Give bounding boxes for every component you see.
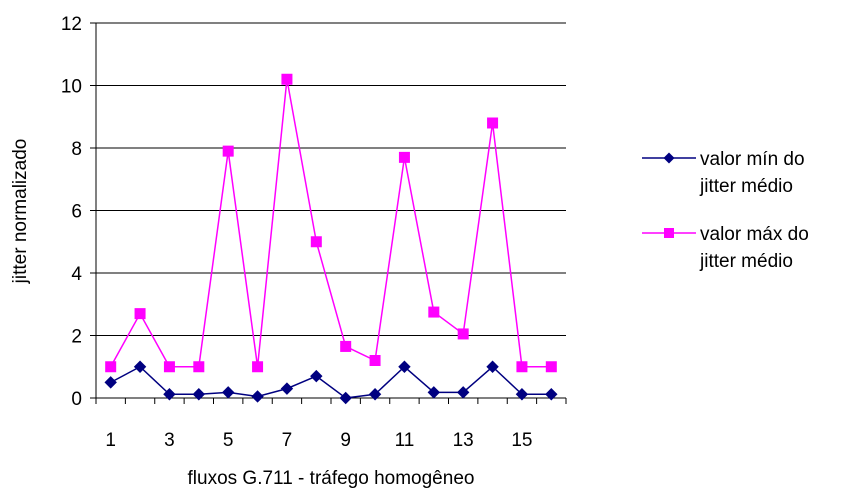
series-2-point [281, 73, 293, 85]
series-1-point [398, 360, 411, 373]
x-tick-label-1: 1 [105, 430, 116, 451]
x-axis-title: fluxos G.711 - tráfego homogêneo [188, 468, 475, 489]
x-tick-label-11: 11 [395, 430, 415, 451]
series-2-point [134, 308, 146, 320]
y-tick-label-4: 4 [71, 264, 82, 285]
x-tick-label-9: 9 [340, 430, 351, 451]
legend-label-line1: valor máx do [700, 224, 809, 245]
legend-item-1: valor mín do jitter médio [642, 149, 805, 197]
series-2-point [163, 361, 175, 373]
x-tick-label-15: 15 [511, 430, 532, 451]
series-2-point [369, 355, 381, 366]
series-2-point [545, 361, 557, 373]
y-tick-label-8: 8 [71, 139, 82, 160]
series-2-point [398, 151, 410, 163]
series-1-point [280, 382, 294, 395]
series-1-point [515, 388, 529, 401]
gridlines [96, 22, 566, 336]
y-tick-label-6: 6 [71, 202, 82, 223]
legend: valor mín do jitter médio valor máx do jitt… [642, 149, 809, 272]
legend-label-line2: jitter médio [699, 176, 793, 197]
legend-label-line2: jitter médio [699, 251, 793, 272]
series-2-point [428, 306, 440, 318]
series-2 [105, 73, 557, 373]
x-tick-labels: 1 3 5 7 9 11 13 15 [105, 430, 532, 451]
legend-marker [664, 228, 674, 238]
series-1-point [339, 391, 352, 405]
series-2-point [222, 145, 234, 157]
series-2-point [310, 236, 322, 248]
legend-item-2: valor máx do jitter médio [642, 224, 809, 272]
y-tick-label-2: 2 [71, 327, 82, 348]
x-tick-label-3: 3 [164, 430, 175, 451]
series-1-point [163, 388, 176, 401]
series-2-line [110, 79, 552, 368]
series-1-line [110, 365, 552, 399]
series-1 [104, 360, 558, 405]
series-2-point [193, 361, 205, 373]
x-tick-label-13: 13 [453, 430, 474, 451]
series-1-point [251, 390, 264, 403]
series-1-point [104, 376, 117, 389]
series-1-point [310, 369, 323, 383]
y-tick-label-10: 10 [61, 77, 82, 98]
series-1-point [133, 360, 147, 373]
series-group [104, 73, 558, 405]
y-tick-label-0: 0 [71, 389, 82, 410]
series-2-point [252, 361, 264, 373]
series-1-point [456, 386, 470, 399]
series-1-point [427, 386, 441, 399]
series-1-point [486, 360, 499, 373]
legend-label-line1: valor mín do [700, 149, 805, 170]
series-2-point [105, 361, 117, 373]
series-1-point [368, 388, 382, 401]
y-axis-title: jitter normalizado [10, 139, 31, 285]
y-tick-label-12: 12 [61, 14, 82, 35]
series-1-point [221, 386, 235, 399]
series-2-point [340, 340, 352, 352]
y-tick-labels: 0 2 4 6 8 10 12 [61, 14, 83, 410]
x-tick-label-7: 7 [282, 430, 293, 451]
series-2-point [457, 328, 469, 340]
series-1-point [192, 388, 206, 401]
series-2-point [516, 361, 528, 373]
legend-marker [663, 152, 675, 164]
series-2-point [487, 117, 499, 129]
series-1-point [545, 388, 558, 401]
axes [90, 22, 567, 404]
x-tick-label-5: 5 [223, 430, 234, 451]
